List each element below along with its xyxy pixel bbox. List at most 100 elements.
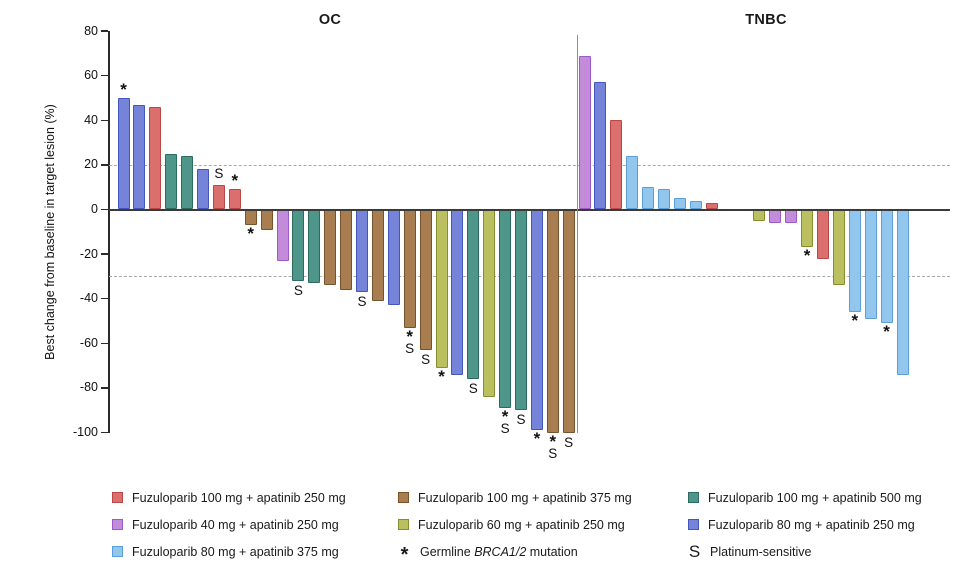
platinum-sensitive-mark: S — [214, 165, 224, 181]
legend-label-text: mutation — [526, 544, 578, 559]
platinum-sensitive-symbol: S — [688, 541, 701, 561]
bar — [546, 209, 559, 433]
bar — [578, 55, 591, 210]
bar — [244, 209, 257, 226]
bar-annotation: * S — [492, 407, 518, 437]
bar — [181, 155, 194, 210]
bar — [435, 209, 448, 368]
legend-label: Fuzuloparib 100 mg + apatinib 375 mg — [418, 490, 632, 505]
legend-column: Fuzuloparib 100 mg + apatinib 250 mg Fuzu… — [112, 484, 346, 565]
bar — [324, 209, 337, 286]
y-tick-mark — [101, 119, 108, 121]
bar — [610, 120, 623, 210]
y-tick-label: 20 — [84, 157, 98, 172]
bar-annotation: * — [524, 429, 550, 449]
bar-annotation: * — [238, 225, 264, 242]
y-tick-label: 40 — [84, 112, 98, 127]
platinum-sensitive-mark: S — [405, 340, 415, 356]
bar — [356, 209, 368, 293]
bar-annotation: * S — [540, 433, 566, 461]
platinum-sensitive-mark: S — [564, 434, 574, 450]
bar — [228, 189, 241, 210]
legend-label: Germline BRCA1/2 mutation — [420, 545, 578, 559]
brca-mutation-mark: * — [501, 407, 509, 427]
bar — [864, 209, 877, 319]
bar — [880, 209, 893, 324]
bar — [133, 104, 146, 210]
y-tick-label: -20 — [79, 246, 98, 261]
y-tick-label: 0 — [91, 202, 98, 216]
platinum-sensitive-mark: S — [548, 445, 558, 461]
panel-divider — [576, 35, 578, 433]
y-tick-label: -80 — [79, 380, 98, 395]
brca-mutation-mark: * — [533, 429, 541, 449]
bar — [626, 155, 639, 210]
bar — [403, 209, 416, 328]
bar — [276, 209, 289, 261]
legend-label: Fuzuloparib 80 mg + apatinib 250 mg — [708, 517, 915, 532]
bar — [340, 209, 353, 290]
bar — [165, 153, 178, 210]
y-tick-label: 80 — [84, 23, 98, 38]
gene-name-italic: BRCA1/2 — [474, 544, 527, 559]
bar — [801, 209, 814, 248]
bar — [387, 209, 400, 306]
bar-annotation: * — [222, 172, 248, 189]
bar-annotation: * — [794, 247, 820, 264]
legend-item: S Platinum-sensitive — [688, 538, 922, 565]
platinum-sensitive-mark: S — [421, 352, 431, 368]
y-tick-label: -100 — [72, 425, 98, 440]
legend-label: Fuzuloparib 60 mg + apatinib 250 mg — [418, 517, 625, 532]
bar — [292, 209, 305, 281]
y-tick-mark — [101, 164, 108, 166]
bar — [467, 209, 480, 380]
brca-mutation-symbol: * — [400, 544, 409, 566]
y-axis-line — [108, 31, 110, 433]
legend-label: Platinum-sensitive — [710, 544, 812, 559]
bar-annotation: * — [429, 366, 455, 386]
legend-swatch-fz100_ap375 — [398, 492, 409, 503]
y-tick-mark — [101, 208, 108, 211]
legend-swatch-fz40_ap250 — [112, 519, 123, 530]
bar — [594, 82, 607, 210]
y-axis-label: Best change from baseline in target lesi… — [43, 104, 57, 360]
legend-item: Fuzuloparib 80 mg + apatinib 250 mg — [688, 511, 922, 538]
legend: Fuzuloparib 100 mg + apatinib 250 mg Fuzu… — [0, 482, 976, 572]
legend-swatch-fz60_ap250 — [398, 519, 409, 530]
legend-swatch-fz100_ap500 — [688, 492, 699, 503]
bar — [499, 209, 512, 409]
bar-annotation: S — [206, 165, 232, 181]
bar — [848, 209, 861, 313]
brca-mutation-mark: * — [438, 366, 445, 386]
bar — [689, 200, 702, 210]
legend-item: Fuzuloparib 60 mg + apatinib 250 mg — [398, 511, 632, 538]
group-title-tnbc: TNBC — [745, 12, 787, 28]
y-tick-mark — [101, 30, 108, 32]
bar — [451, 209, 464, 375]
bar-annotation: S — [285, 283, 311, 298]
y-tick-mark — [101, 342, 108, 345]
y-tick-mark — [101, 431, 108, 434]
legend-label: Fuzuloparib 100 mg + apatinib 500 mg — [708, 490, 922, 505]
bar-annotation: S — [508, 412, 534, 427]
legend-swatch-fz100_ap250 — [112, 492, 123, 503]
platinum-sensitive-mark: S — [357, 294, 367, 310]
bar — [483, 209, 496, 397]
y-tick-label: 60 — [84, 68, 98, 83]
bar — [673, 198, 686, 210]
bar — [149, 106, 162, 210]
bar — [658, 189, 670, 210]
legend-column: Fuzuloparib 100 mg + apatinib 375 mg Fuzu… — [398, 484, 632, 566]
bar — [371, 209, 384, 301]
legend-column: Fuzuloparib 100 mg + apatinib 500 mg Fuzu… — [688, 484, 922, 565]
reference-line — [109, 276, 950, 278]
brca-mutation-mark: * — [851, 311, 859, 331]
brca-mutation-mark: * — [406, 326, 413, 346]
legend-swatch-fz80_ap375 — [112, 546, 123, 557]
brca-mutation-mark: * — [883, 322, 890, 342]
legend-item: Fuzuloparib 100 mg + apatinib 500 mg — [688, 484, 922, 511]
legend-item: Fuzuloparib 100 mg + apatinib 375 mg — [398, 484, 632, 511]
platinum-sensitive-mark: S — [468, 381, 478, 397]
platinum-sensitive-mark: S — [500, 421, 510, 437]
